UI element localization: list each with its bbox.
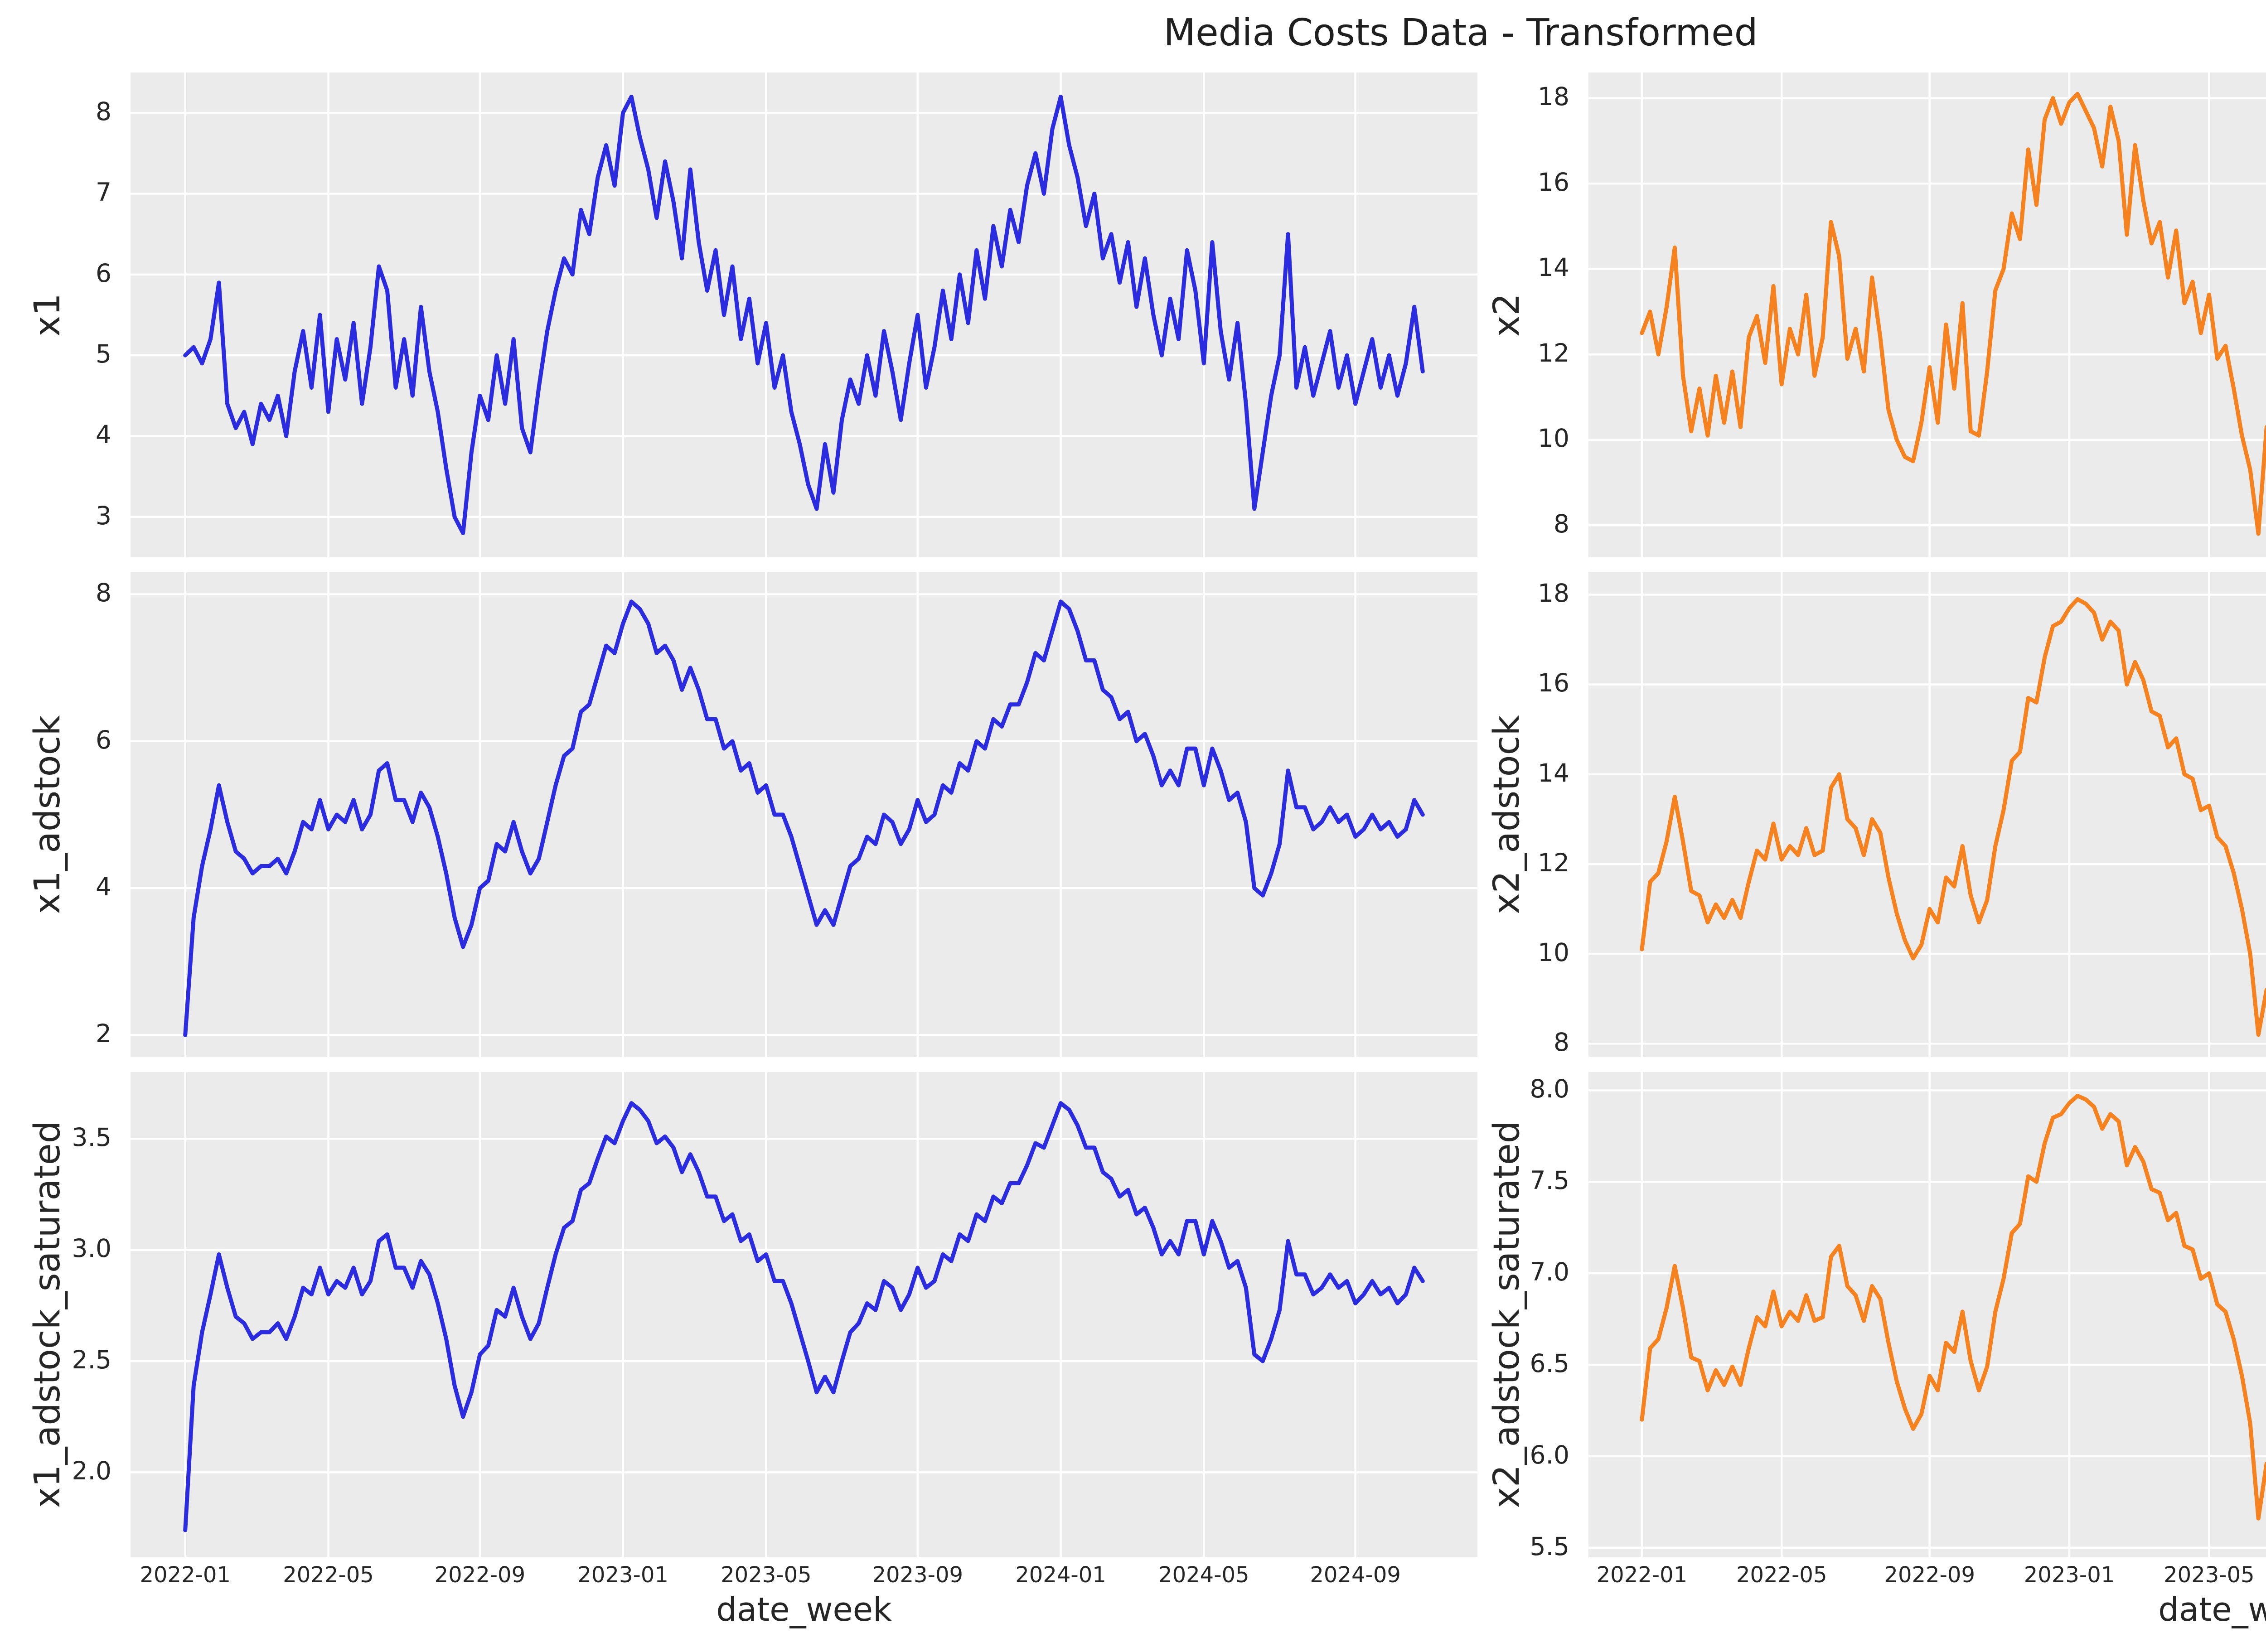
subplot-x2_adstock_saturated-canvas <box>1588 1072 2266 1557</box>
x-tick-label-x1_adstock_saturated-2023-09: 2023-09 <box>872 1562 964 1588</box>
y-axis-label-x1_adstock: x1_adstock <box>27 715 68 914</box>
y-tick-label-x1_adstock_saturated-2.5: 2.5 <box>72 1345 111 1374</box>
series-line-x1_adstock_saturated <box>183 1101 1425 1532</box>
y-tick-label-x1_adstock-6: 6 <box>96 725 111 754</box>
subplot-x2_adstock_saturated-plot-area <box>1588 1072 2266 1557</box>
x-tick-label-x1_adstock_saturated-2024-09: 2024-09 <box>1310 1562 1401 1588</box>
y-axis-label-x1_adstock_saturated: x1_adstock_saturated <box>27 1121 68 1508</box>
y-tick-label-x1-8: 8 <box>96 97 111 126</box>
series-line-x2_adstock_saturated <box>1640 1094 2266 1521</box>
y-tick-label-x2-10: 10 <box>1538 424 1569 453</box>
x-tick-label-x2_adstock_saturated-2023-05: 2023-05 <box>2164 1562 2255 1588</box>
y-tick-label-x2_adstock_saturated-7.5: 7.5 <box>1530 1166 1569 1195</box>
y-tick-label-x2_adstock_saturated-6.0: 6.0 <box>1530 1440 1569 1469</box>
y-tick-label-x2_adstock_saturated-6.5: 6.5 <box>1530 1348 1569 1378</box>
y-tick-label-x1_adstock_saturated-3.0: 3.0 <box>72 1234 111 1263</box>
x-axis-label-col1: date_week <box>2158 1590 2266 1628</box>
x-axis-label-col0: date_week <box>716 1590 892 1628</box>
subplot-x1_adstock-plot-area <box>131 572 1477 1057</box>
subplot-x2_adstock-canvas <box>1588 572 2266 1057</box>
subplot-x1_adstock_saturated-plot-area <box>131 1072 1477 1557</box>
x-tick-label-x1_adstock_saturated-2022-09: 2022-09 <box>434 1562 526 1588</box>
y-tick-label-x2_adstock-10: 10 <box>1538 937 1569 967</box>
subplot-x1_adstock-canvas <box>131 572 1477 1057</box>
x-tick-label-x1_adstock_saturated-2024-05: 2024-05 <box>1158 1562 1249 1588</box>
subplot-x2_adstock-plot-area <box>1588 572 2266 1057</box>
y-axis-label-x2: x2 <box>1486 293 1527 337</box>
x-tick-label-x2_adstock_saturated-2022-05: 2022-05 <box>1736 1562 1827 1588</box>
y-tick-label-x2_adstock_saturated-8.0: 8.0 <box>1530 1074 1569 1104</box>
figure-title: Media Costs Data - Transformed <box>1163 11 1758 54</box>
y-axis-label-x2_adstock_saturated: x2_adstock_saturated <box>1486 1121 1527 1508</box>
y-tick-label-x2-8: 8 <box>1554 509 1569 539</box>
x-tick-label-x1_adstock_saturated-2023-05: 2023-05 <box>721 1562 812 1588</box>
y-tick-label-x1_adstock_saturated-3.5: 3.5 <box>72 1122 111 1152</box>
x-tick-label-x1_adstock_saturated-2024-01: 2024-01 <box>1015 1562 1106 1588</box>
series-line-x2_adstock <box>1640 597 2266 1037</box>
x-tick-label-x2_adstock_saturated-2022-09: 2022-09 <box>1884 1562 1975 1588</box>
y-tick-label-x2_adstock_saturated-5.5: 5.5 <box>1530 1531 1569 1561</box>
subplot-x1_adstock_saturated-canvas <box>131 1072 1477 1557</box>
x-tick-label-x2_adstock_saturated-2022-01: 2022-01 <box>1596 1562 1688 1588</box>
series-line-x2 <box>1640 92 2266 536</box>
y-tick-label-x1-3: 3 <box>96 501 111 530</box>
series-line-x1_adstock <box>183 599 1425 1037</box>
y-tick-label-x2_adstock-18: 18 <box>1538 579 1569 608</box>
y-tick-label-x1-6: 6 <box>96 258 111 288</box>
x-tick-label-x1_adstock_saturated-2022-01: 2022-01 <box>140 1562 231 1588</box>
y-tick-label-x1_adstock-4: 4 <box>96 872 111 901</box>
y-axis-label-x2_adstock: x2_adstock <box>1486 715 1527 914</box>
x-tick-label-x1_adstock_saturated-2022-05: 2022-05 <box>283 1562 374 1588</box>
y-tick-label-x1_adstock-8: 8 <box>96 578 111 608</box>
y-tick-label-x2_adstock-8: 8 <box>1554 1028 1569 1057</box>
y-tick-label-x2-16: 16 <box>1538 167 1569 197</box>
y-tick-label-x2-14: 14 <box>1538 253 1569 282</box>
y-tick-label-x1-5: 5 <box>96 339 111 368</box>
subplot-x1-canvas <box>131 72 1477 557</box>
y-tick-label-x2-18: 18 <box>1538 82 1569 111</box>
x-tick-label-x2_adstock_saturated-2023-01: 2023-01 <box>2024 1562 2115 1588</box>
y-tick-label-x2_adstock-12: 12 <box>1538 848 1569 877</box>
y-tick-label-x2_adstock-14: 14 <box>1538 758 1569 787</box>
series-line-x1 <box>183 95 1425 535</box>
y-axis-label-x1: x1 <box>27 293 68 337</box>
subplot-x2-canvas <box>1588 72 2266 557</box>
y-tick-label-x2-12: 12 <box>1538 338 1569 367</box>
subplot-x1-plot-area <box>131 72 1477 557</box>
y-tick-label-x2_adstock-16: 16 <box>1538 668 1569 698</box>
y-tick-label-x1-7: 7 <box>96 178 111 207</box>
y-tick-label-x1-4: 4 <box>96 420 111 449</box>
y-tick-label-x1_adstock_saturated-2.0: 2.0 <box>72 1456 111 1486</box>
y-tick-label-x1_adstock-2: 2 <box>96 1019 111 1048</box>
subplot-x2-plot-area <box>1588 72 2266 557</box>
x-tick-label-x1_adstock_saturated-2023-01: 2023-01 <box>577 1562 668 1588</box>
y-tick-label-x2_adstock_saturated-7.0: 7.0 <box>1530 1257 1569 1286</box>
